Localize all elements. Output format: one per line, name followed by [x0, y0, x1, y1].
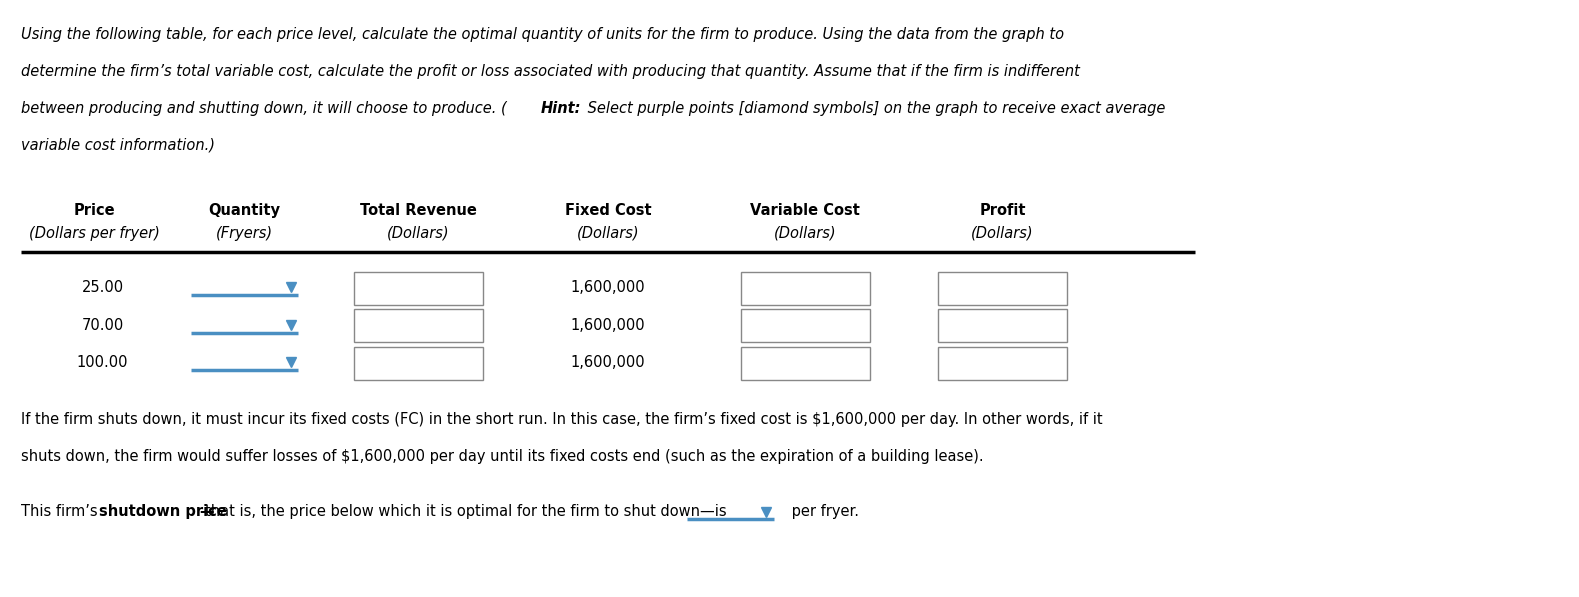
Text: (Dollars): (Dollars): [576, 226, 639, 241]
Text: Fixed Cost: Fixed Cost: [565, 203, 651, 218]
Text: Select purple points [diamond symbols] on the graph to receive exact average: Select purple points [diamond symbols] o…: [583, 101, 1165, 116]
Text: This firm’s: This firm’s: [21, 504, 101, 519]
Text: 25.00: 25.00: [82, 280, 123, 295]
Text: 70.00: 70.00: [82, 318, 123, 333]
FancyBboxPatch shape: [938, 309, 1067, 342]
Text: per fryer.: per fryer.: [786, 504, 859, 519]
Text: between producing and shutting down, it will choose to produce. (: between producing and shutting down, it …: [21, 101, 507, 116]
FancyBboxPatch shape: [741, 272, 870, 304]
FancyBboxPatch shape: [354, 347, 483, 380]
FancyBboxPatch shape: [938, 272, 1067, 304]
FancyBboxPatch shape: [354, 272, 483, 304]
Text: —: —: [199, 504, 213, 519]
Text: Hint:: Hint:: [540, 101, 581, 116]
Text: variable cost information.): variable cost information.): [21, 138, 215, 153]
Text: Variable Cost: Variable Cost: [750, 203, 861, 218]
Text: (Dollars): (Dollars): [387, 226, 450, 241]
FancyBboxPatch shape: [741, 347, 870, 380]
Text: 1,600,000: 1,600,000: [570, 318, 646, 333]
Text: (Fryers): (Fryers): [216, 226, 273, 241]
Text: Quantity: Quantity: [208, 203, 281, 218]
Text: Using the following table, for each price level, calculate the optimal quantity : Using the following table, for each pric…: [21, 27, 1064, 42]
Text: determine the firm’s total variable cost, calculate the profit or loss associate: determine the firm’s total variable cost…: [21, 64, 1080, 79]
Text: Price: Price: [74, 203, 115, 218]
Text: 1,600,000: 1,600,000: [570, 280, 646, 295]
Text: (Dollars per fryer): (Dollars per fryer): [30, 226, 159, 241]
Text: (Dollars): (Dollars): [971, 226, 1034, 241]
Text: Profit: Profit: [979, 203, 1026, 218]
Text: Total Revenue: Total Revenue: [360, 203, 477, 218]
Text: If the firm shuts down, it must incur its fixed costs (FC) in the short run. In : If the firm shuts down, it must incur it…: [21, 412, 1102, 427]
Text: (Dollars): (Dollars): [774, 226, 837, 241]
FancyBboxPatch shape: [741, 309, 870, 342]
Text: that is, the price below which it is optimal for the firm to shut down—is: that is, the price below which it is opt…: [205, 504, 726, 519]
FancyBboxPatch shape: [938, 347, 1067, 380]
Text: shutdown price: shutdown price: [98, 504, 226, 519]
Text: 100.00: 100.00: [77, 355, 128, 370]
Text: shuts down, the firm would suffer losses of $1,600,000 per day until its fixed c: shuts down, the firm would suffer losses…: [21, 449, 984, 464]
FancyBboxPatch shape: [354, 309, 483, 342]
Text: 1,600,000: 1,600,000: [570, 355, 646, 370]
